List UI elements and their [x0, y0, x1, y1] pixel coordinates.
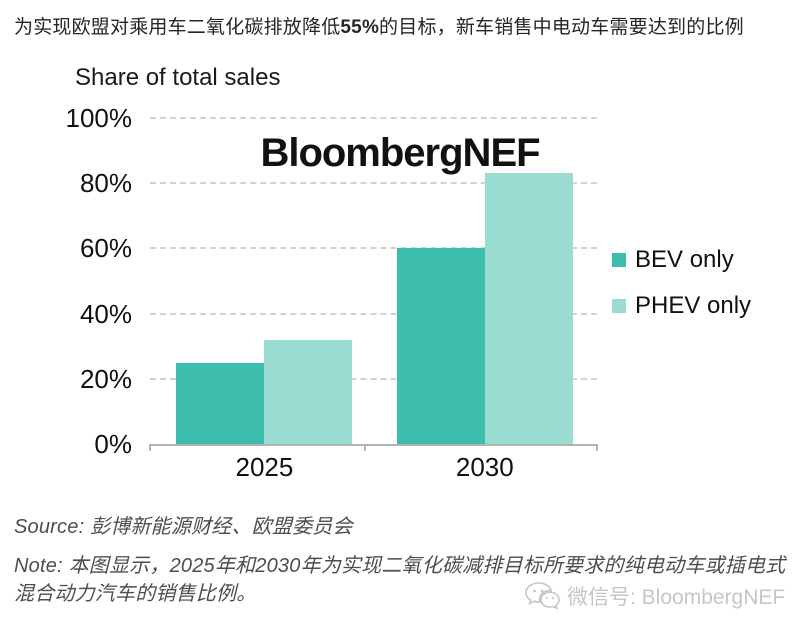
- bar-bev-only-2030: [396, 248, 485, 444]
- y-tick-label-40: 40%: [79, 298, 132, 329]
- note-text: 本图显示，2025年和2030年为实现二氧化碳减排目标所要求的纯电动车或插电式混…: [14, 555, 786, 605]
- bar-phev-only-2030: [484, 173, 573, 444]
- source-label: Source:: [14, 516, 85, 538]
- y-tick-label-80: 80%: [79, 168, 132, 199]
- y-tick-label-0: 0%: [94, 429, 132, 459]
- plot-area: [149, 117, 598, 451]
- legend-item-bev-only: BEV only: [612, 246, 751, 274]
- y-tick-label-60: 60%: [79, 233, 132, 264]
- wechat-text: 微信号: BloombergNEF: [567, 586, 786, 609]
- y-tick-label-20: 20%: [79, 363, 132, 394]
- legend-swatch-icon: [612, 253, 626, 267]
- x-axis-tick: [596, 444, 598, 451]
- gridline-80: [150, 182, 597, 185]
- note-label: Note:: [14, 555, 63, 577]
- source-line: Source: 彭博新能源财经、欧盟委员会: [14, 510, 353, 539]
- legend-label: PHEV only: [635, 292, 752, 319]
- wechat-icon: [525, 582, 560, 610]
- bar-phev-only-2025: [264, 339, 353, 444]
- bar-group-2025: [176, 339, 353, 444]
- x-axis-tick: [149, 444, 151, 451]
- legend: BEV only PHEV only: [612, 246, 751, 320]
- note-line: Note: 本图显示，2025年和2030年为实现二氧化碳减排目标所要求的纯电动…: [14, 552, 790, 608]
- gridline-40: [150, 312, 597, 315]
- x-axis-tick: [363, 444, 366, 451]
- gridline-60: [150, 247, 597, 250]
- y-axis-labels: 0% 20% 40% 60% 80% 100%: [40, 103, 133, 459]
- page-title-post: 的目标，新车销售中电动车需要达到的比例: [379, 17, 744, 38]
- gridline-100: [150, 117, 597, 119]
- y-tick-label-100: 100%: [65, 103, 133, 133]
- x-axis-labels: 2025 2030: [150, 452, 597, 484]
- bar-bev-only-2025: [176, 362, 265, 444]
- page-title-bold: 55%: [340, 17, 380, 38]
- source-text: 彭博新能源财经、欧盟委员会: [84, 516, 353, 538]
- legend-label: BEV only: [635, 246, 734, 273]
- legend-swatch-icon: [612, 299, 626, 313]
- gridline-20: [150, 377, 597, 380]
- legend-item-phev-only: PHEV only: [612, 292, 751, 320]
- bar-group-2030: [396, 173, 573, 444]
- page-title: 为实现欧盟对乘用车二氧化碳排放降低55%的目标，新车销售中电动车需要达到的比例: [14, 15, 786, 41]
- wechat-watermark: 微信号: BloombergNEF: [524, 581, 785, 611]
- page-title-pre: 为实现欧盟对乘用车二氧化碳排放降低: [14, 17, 341, 38]
- x-tick-label-2025: 2025: [235, 452, 294, 482]
- x-tick-label-2030: 2030: [455, 452, 514, 482]
- chart-title: Share of total sales: [75, 64, 281, 91]
